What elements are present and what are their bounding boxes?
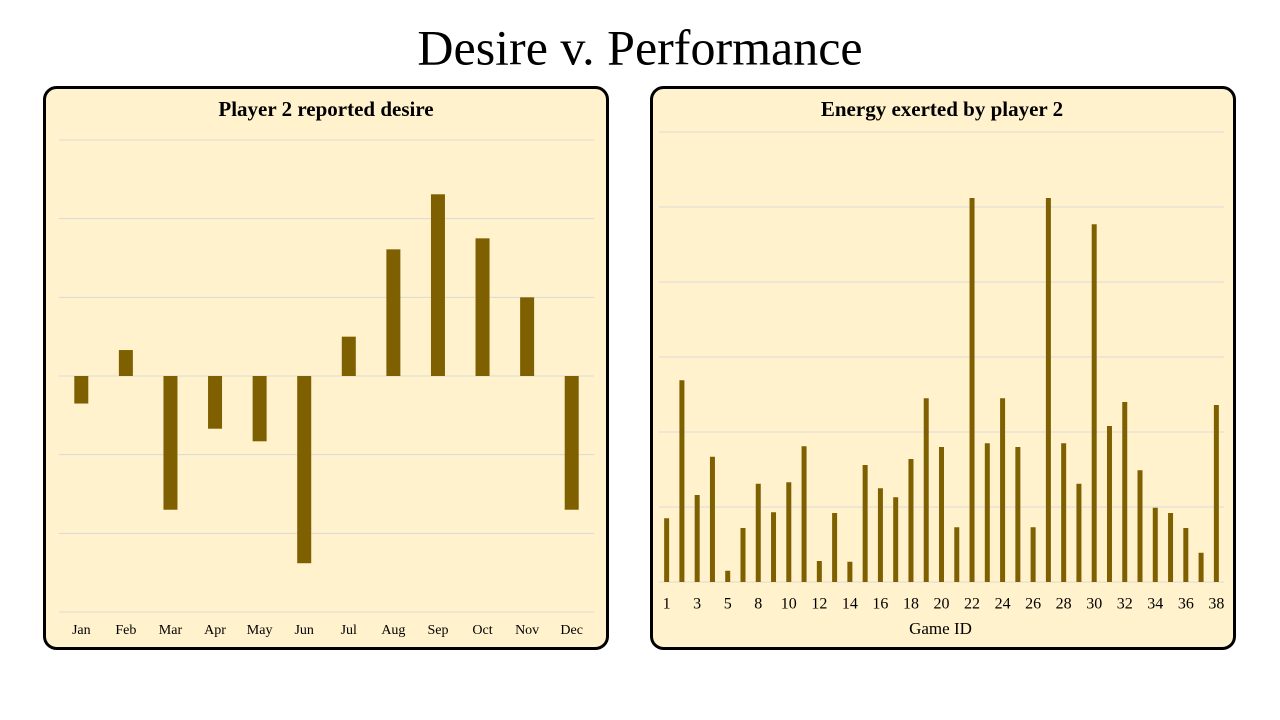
x-tick-label: Jun <box>294 623 313 638</box>
x-tick-label: 26 <box>1025 596 1041 613</box>
x-tick-label: Sep <box>427 623 448 638</box>
bar <box>74 376 89 404</box>
bar <box>801 446 807 582</box>
bar <box>771 512 777 582</box>
x-tick-label: 30 <box>1086 596 1102 613</box>
x-tick-label: 32 <box>1117 596 1133 613</box>
x-tick-label: 22 <box>964 596 980 613</box>
x-tick-label: Nov <box>515 623 539 638</box>
bar <box>1000 398 1006 582</box>
x-tick-label: Jul <box>341 623 357 638</box>
panel <box>650 86 1236 650</box>
bar <box>1045 198 1051 582</box>
bar <box>832 513 838 582</box>
x-tick-label: Oct <box>472 623 492 638</box>
x-tick-label: Jan <box>72 623 91 638</box>
bar <box>725 570 731 582</box>
bar <box>679 380 685 582</box>
bar <box>1198 552 1204 582</box>
bar <box>939 447 944 582</box>
bar <box>1137 470 1143 582</box>
bar <box>208 376 223 429</box>
bar <box>694 495 700 582</box>
bar <box>969 198 975 582</box>
bar <box>252 376 267 442</box>
bar <box>984 443 990 582</box>
bar <box>740 528 746 582</box>
x-tick-label: 14 <box>842 596 858 613</box>
bar <box>923 398 929 582</box>
x-tick-label: Mar <box>159 623 183 638</box>
bar <box>664 518 670 582</box>
bar <box>1030 527 1036 582</box>
bar <box>1152 507 1158 582</box>
bar <box>341 336 356 376</box>
x-tick-label: 38 <box>1208 596 1224 613</box>
x-tick-label: 28 <box>1056 596 1072 613</box>
x-tick-label: 16 <box>872 596 888 613</box>
panel <box>43 86 609 650</box>
bar <box>1061 443 1067 582</box>
x-tick-label: May <box>247 623 273 638</box>
bar <box>908 459 914 582</box>
bar <box>954 527 960 582</box>
bar <box>1076 483 1082 582</box>
x-tick-label: 8 <box>754 596 762 613</box>
x-tick-label: Dec <box>560 623 583 638</box>
bar <box>786 482 792 582</box>
x-tick-label: 36 <box>1178 596 1194 613</box>
bar <box>297 376 312 564</box>
bar <box>118 350 133 376</box>
bar <box>1091 224 1097 582</box>
bar <box>1122 402 1128 582</box>
bar <box>1015 447 1021 582</box>
chart-title: Player 2 reported desire <box>218 97 433 121</box>
bar <box>520 297 535 376</box>
bar <box>877 488 883 582</box>
slide-title: Desire v. Performance <box>417 19 862 75</box>
bar <box>862 465 868 582</box>
x-tick-label: 24 <box>995 596 1011 613</box>
bar <box>709 456 715 582</box>
bar <box>893 497 899 582</box>
bar <box>816 561 822 582</box>
bar <box>1168 513 1174 582</box>
bar <box>163 376 178 510</box>
x-tick-label: 10 <box>781 596 797 613</box>
bar <box>564 376 579 510</box>
chart-title: Energy exerted by player 2 <box>821 97 1063 121</box>
bar <box>1183 528 1189 582</box>
bar <box>1213 405 1219 582</box>
x-tick-label: 34 <box>1147 596 1163 613</box>
x-tick-label: Aug <box>381 623 405 638</box>
bar <box>475 238 490 376</box>
x-tick-label: 18 <box>903 596 919 613</box>
x-tick-label: 20 <box>934 596 950 613</box>
x-tick-label: 3 <box>693 596 701 613</box>
bar <box>847 561 853 582</box>
bar <box>430 194 445 376</box>
bar <box>1106 426 1112 582</box>
x-axis-label: Game ID <box>909 619 972 638</box>
bar <box>386 249 401 376</box>
x-tick-label: 12 <box>811 596 827 613</box>
x-tick-label: 5 <box>724 596 732 613</box>
x-tick-label: 1 <box>663 596 671 613</box>
bar <box>755 483 761 582</box>
x-tick-label: Apr <box>204 623 226 638</box>
x-tick-label: Feb <box>115 623 136 638</box>
